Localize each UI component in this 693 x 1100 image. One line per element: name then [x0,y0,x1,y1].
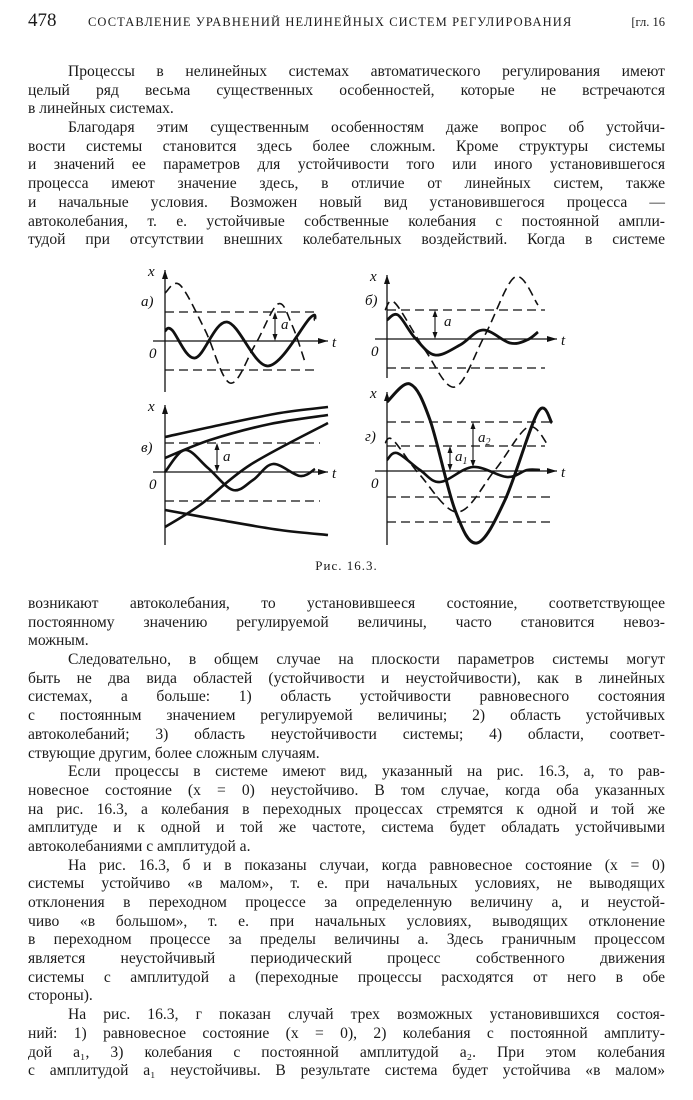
running-title: СОСТАВЛЕНИЕ УРАВНЕНИЙ НЕЛИНЕЙНЫХ СИСТЕМ … [88,15,573,29]
paragraph: Если процессы в системе имеют вид, указа… [28,763,665,856]
text-line: дой a₁, 3) колебания с постоянной амплит… [28,1043,665,1061]
origin-label: 0 [371,344,379,360]
text-line: автоколебаний; 3) область неустойчивости… [28,725,665,743]
text-line: и значений ее параметров для устойчивост… [28,156,665,174]
paragraph: Благодаря этим существенным особенностям… [28,119,665,250]
text-line: в переходном процессе за пределы величин… [28,931,665,949]
text-line: автоколебаниями с амплитудой а. [28,837,251,855]
x-axis-label: t [332,335,337,351]
figure-16-3: x t 0 а) a x t 0 б) a x t 0 в) a x t 0 г) a1 a2 [141,264,566,545]
x-axis-label: t [332,466,337,482]
text-line: и начальные условия. Возможен новый вид … [28,193,665,211]
x-axis-arrow-icon [384,275,390,284]
solid-damped-curve [163,448,316,492]
text-line: Следовательно, в общем случае на плоскос… [68,651,665,669]
text-line: системах, а больше: 1) область устойчиво… [28,688,665,706]
paragraph: Процессы в нелинейных системах автоматич… [28,63,665,119]
x-axis-label: t [561,465,566,481]
text-line: новесное состояние (x = 0) неустойчиво. … [28,781,665,799]
y-axis-label: x [369,269,377,285]
text-line: чиво «в большом», т. е. при начальных ус… [28,912,665,930]
text-line: системы устойчиво «в малом», т. е. при н… [28,875,665,893]
text-line: системы с амплитудой а (переходные проце… [28,968,665,986]
x-axis-arrow-icon [162,405,168,414]
paragraph: На рис. 16.3, г показан случай трех возм… [28,1006,665,1081]
paragraph: На рис. 16.3, б и в показаны случаи, ког… [28,857,665,1007]
text-line: возникают автоколебания, то установившее… [28,595,665,612]
text-line: отклонения в переходном процессе за опре… [28,894,665,911]
solid-curve [164,421,329,529]
text-before-figure: Процессы в нелинейных системах автоматич… [28,63,665,250]
arrow-head-icon [447,464,453,471]
panel-label: а) [141,294,154,310]
solid-damped-curve [386,312,539,357]
solid-small-curve [386,451,541,484]
arrow-head-icon [432,310,438,317]
text-line: на рис. 16.3, а колебания в переходных п… [28,800,665,818]
text-line: постоянному значению регулируемой величи… [28,613,665,631]
text-line: целый ряд весьма существенных особенност… [28,81,665,99]
panel-label: г) [365,429,376,445]
y-axis-label: x [369,386,377,402]
text-line: тудой при отсутствии внешних колебательн… [28,231,665,249]
origin-label: 0 [149,477,157,493]
page-header: 478 СОСТАВЛЕНИЕ УРАВНЕНИЙ НЕЛИНЕЙНЫХ СИС… [28,10,665,34]
text-line: можным. [28,632,89,650]
text-line: Процессы в нелинейных системах автоматич… [68,63,665,80]
arrow-head-icon [214,465,220,472]
x-axis-label: t [561,333,566,349]
t-axis-arrow-icon [547,468,557,474]
solid-curve [164,405,329,439]
text-line: Благодаря этим существенным особенностям… [68,119,665,137]
arrow-head-icon [272,334,278,341]
paragraph: возникают автоколебания, то установившее… [28,595,665,651]
amplitude-label: a2 [478,430,491,448]
chapter-reference: [гл. 16 [631,15,665,29]
amplitude-label: a [223,449,231,465]
text-line: вости системы становится здесь более сло… [28,137,665,155]
arrow-head-icon [447,446,453,453]
text-line: ствующие другим, более сложным случаям. [28,744,320,762]
y-axis-label: x [147,399,155,415]
solid-large-curve [385,382,554,545]
text-line: стороны). [28,987,93,1005]
text-line: процесса имеют значение здесь, в отличие… [28,175,665,193]
text-line: является неустойчивый периодический проц… [28,950,665,968]
amplitude-label: a [444,314,452,330]
paragraph: Следовательно, в общем случае на плоскос… [28,651,665,763]
solid-curve [164,508,329,537]
panel-label: в) [141,440,153,456]
t-axis-arrow-icon [547,336,557,342]
text-line: Если процессы в системе имеют вид, указа… [68,763,665,781]
page-number: 478 [28,10,57,31]
arrow-head-icon [432,332,438,339]
text-line: автоколебания, т. е. устойчивые собствен… [28,212,665,230]
solid-oscillation-curve [164,313,317,368]
dashed-oscillation-curve [164,282,306,384]
text-line: с амплитудой a₁ неустойчивы. В результат… [28,1062,665,1080]
amplitude-label: a1 [455,449,468,467]
text-line: быть не два вида областей (устойчивости … [28,669,665,687]
y-axis-label: x [147,264,155,280]
figure-caption: Рис. 16.3. [315,558,378,573]
origin-label: 0 [371,476,379,492]
text-line: На рис. 16.3, г показан случай трех возм… [68,1006,665,1024]
origin-label: 0 [149,346,157,362]
arrow-head-icon [470,460,476,467]
text-line: амплитуде и к одной и той же частоте, си… [28,819,665,837]
text-line: На рис. 16.3, б и в показаны случаи, ког… [68,856,665,874]
text-line: с постоянным значением регулируемой вели… [28,707,665,725]
x-axis-arrow-icon [162,270,168,279]
arrow-head-icon [470,422,476,429]
panel-label: б) [365,293,378,309]
dashed-growing-curve [384,275,539,388]
text-line: ний: 1) равновесное состояние (x = 0), 2… [28,1024,665,1042]
arrow-head-icon [214,443,220,450]
t-axis-arrow-icon [318,338,328,344]
text-after-figure: возникают автоколебания, то установившее… [28,595,665,1081]
t-axis-arrow-icon [318,469,328,475]
text-line: в линейных системах. [28,100,174,118]
arrow-head-icon [272,312,278,319]
amplitude-label: a [281,317,289,333]
